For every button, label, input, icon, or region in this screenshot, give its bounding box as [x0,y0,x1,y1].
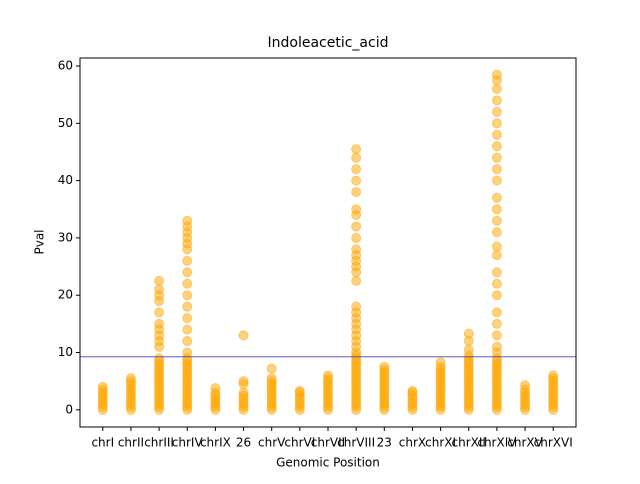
x-tick-label: chrIX [200,436,231,450]
point [491,69,502,80]
point [491,129,502,140]
point [491,141,502,152]
point [182,267,193,278]
x-tick-label: chrI [91,436,114,450]
point [491,250,502,261]
point [491,278,502,289]
x-tick-label: chrXV [507,436,543,450]
point [294,385,305,396]
x-tick-label: chrXI [425,436,456,450]
point [491,241,502,252]
point [266,363,277,374]
point [491,118,502,129]
point [323,370,333,381]
point [351,244,362,255]
point [491,164,502,175]
point [125,373,136,384]
x-tick-label: chrIV [172,436,204,450]
point [182,215,193,226]
point [491,204,502,215]
point [351,164,362,175]
point [491,341,502,352]
y-tick-label: 30 [58,230,73,244]
point [491,307,502,318]
point [491,290,502,301]
point [238,330,249,341]
point [351,204,362,215]
point [491,215,502,226]
point [182,255,193,266]
plot-frame [79,57,577,428]
x-tick-label: chrVI [284,436,315,450]
y-tick-label: 50 [58,116,73,130]
point [154,353,165,364]
point [548,370,559,381]
point [351,144,362,155]
y-tick-label: 10 [58,345,73,359]
point [182,301,193,312]
point [491,106,502,117]
point [379,361,390,372]
point [351,175,362,186]
point [407,385,418,396]
chart-title: Indoleacetic_acid [268,35,389,51]
y-axis-label: Pval [33,229,47,254]
point [182,278,193,289]
point [520,380,531,391]
point [182,313,193,324]
point [154,275,165,286]
point [351,152,362,163]
point [491,83,502,94]
point [491,95,502,106]
y-tick-label: 0 [65,402,73,416]
point [491,175,502,186]
point [491,152,502,163]
y-tick-label: 40 [58,173,73,187]
point [351,301,362,312]
point [491,192,502,203]
point [182,347,193,358]
point [266,373,277,384]
point [351,221,362,232]
point [491,318,502,329]
x-axis-label: Genomic Position [276,456,380,470]
point [182,290,193,301]
x-tick-label: chrII [118,436,144,450]
x-tick-label: 23 [377,436,392,450]
x-tick-label: chrVIII [337,436,375,450]
point [97,381,108,392]
point [491,227,502,238]
x-tick-label: chrXVI [534,436,573,450]
point [210,383,221,394]
point [351,275,362,286]
x-tick-label: chrVII [311,436,345,450]
y-tick-label: 60 [58,59,73,73]
x-tick-label: chrIII [144,436,174,450]
x-tick-label: chrV [258,436,286,450]
point [182,336,193,347]
x-tick-label: 26 [236,436,251,450]
point [491,267,502,278]
point [154,284,165,295]
y-tick-label: 20 [58,288,73,302]
point [154,318,165,329]
point [463,344,474,355]
point [154,307,165,318]
x-tick-label: chrXII [452,436,486,450]
point [182,324,193,335]
point [351,232,362,243]
x-tick-label: chrX [399,436,426,450]
point [238,387,249,398]
point [238,376,249,387]
point [435,357,446,368]
point [351,187,362,198]
x-tick-label: chrXIV [477,436,517,450]
point [491,330,502,341]
point [463,328,474,339]
